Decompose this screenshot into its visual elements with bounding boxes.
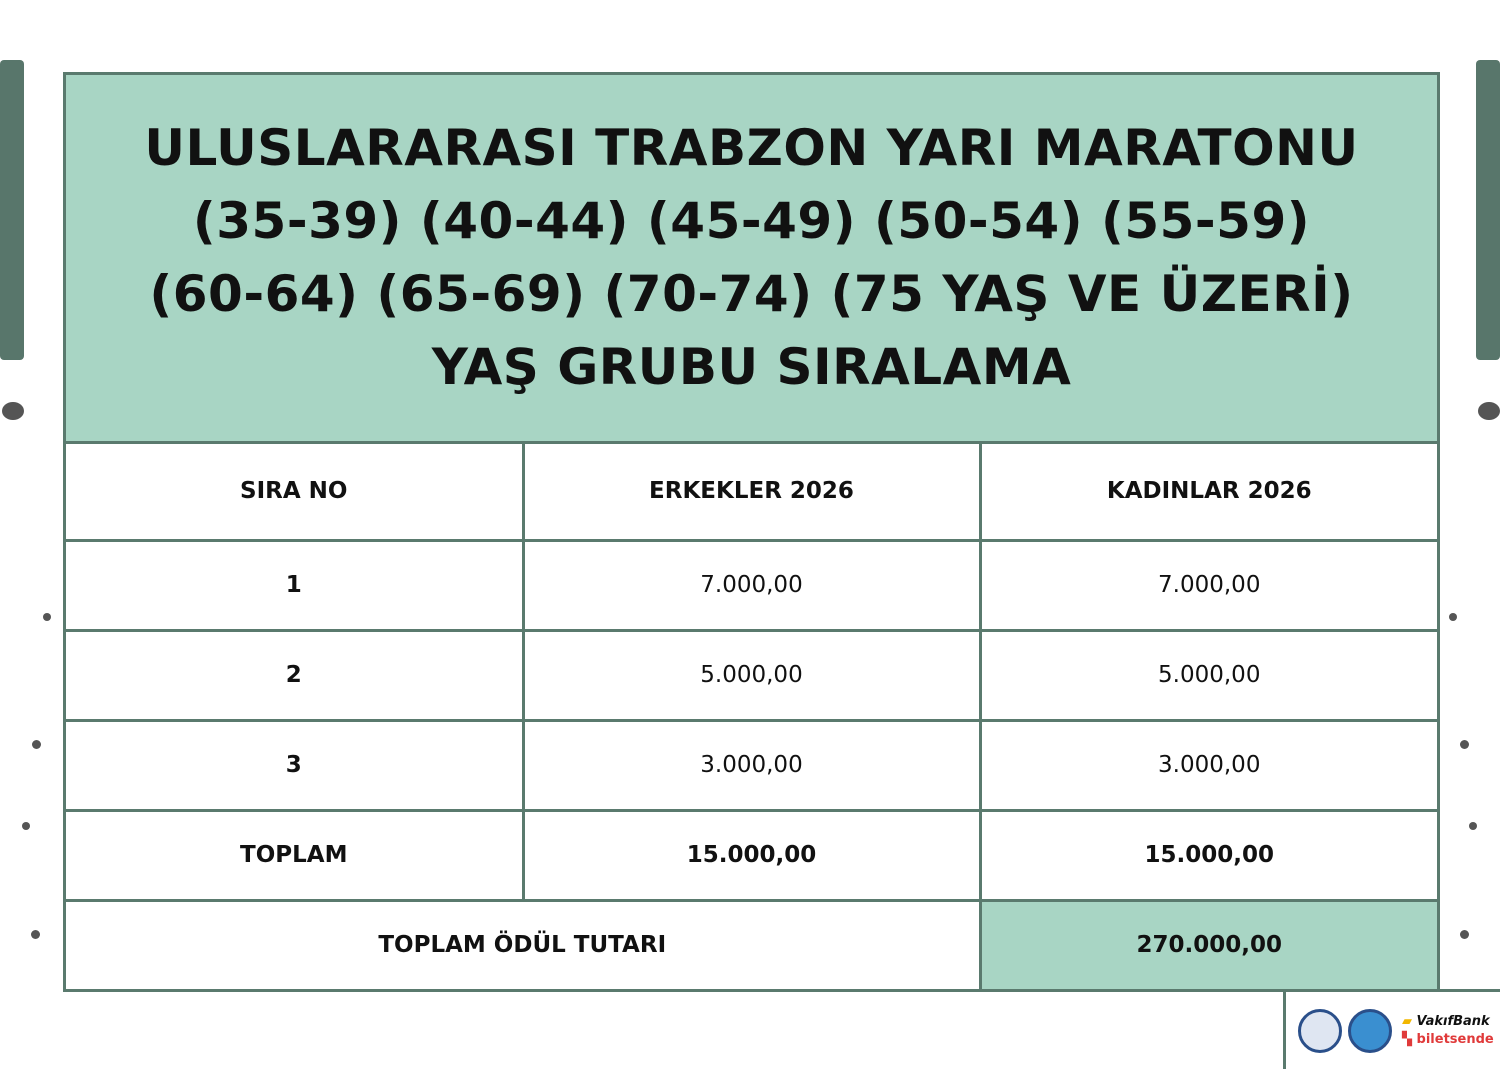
paint-splatter [22, 822, 30, 830]
rank-cell: 2 [66, 628, 525, 722]
prize-card: ULUSLARARASI TRABZON YARI MARATONU (35-3… [63, 72, 1440, 992]
metropolitan-municipality-logo [1348, 1008, 1392, 1053]
men-prize-cell: 3.000,00 [521, 718, 982, 812]
title-line: YAŞ GRUBU SIRALAMA [431, 338, 1072, 396]
title-line: ULUSLARARASI TRABZON YARI MARATONU [144, 119, 1359, 177]
vakifbank-logo: ▰ VakıfBank [1402, 1013, 1490, 1029]
paint-splatter [1478, 402, 1500, 420]
paint-splatter [1469, 822, 1477, 830]
women-prize-cell: 5.000,00 [978, 628, 1437, 722]
table-row: 3 3.000,00 3.000,00 [66, 718, 1437, 812]
grand-total-label: TOPLAM ÖDÜL TUTARI [66, 898, 982, 992]
header-kadinlar: KADINLAR 2026 [978, 444, 1437, 542]
paint-splatter [1460, 740, 1469, 749]
rank-cell: 3 [66, 718, 525, 812]
men-total: 15.000,00 [521, 808, 982, 902]
title-line: (60-64) (65-69) (70-74) (75 YAŞ VE ÜZERİ… [149, 265, 1354, 323]
sponsor-logos: ▰ VakıfBank ▚ biletsende [1283, 989, 1500, 1069]
men-prize-cell: 5.000,00 [521, 628, 982, 722]
page-title: ULUSLARARASI TRABZON YARI MARATONU (35-3… [66, 75, 1437, 444]
header-erkekler: ERKEKLER 2026 [521, 444, 982, 542]
paint-splatter [32, 740, 41, 749]
table-row: 2 5.000,00 5.000,00 [66, 628, 1437, 722]
paint-splatter [1449, 613, 1457, 621]
title-line: (35-39) (40-44) (45-49) (50-54) (55-59) [192, 192, 1311, 250]
grand-total-value: 270.000,00 [978, 898, 1437, 992]
paint-splatter [31, 930, 40, 939]
men-prize-cell: 7.000,00 [521, 538, 982, 632]
municipality-seal-logo [1298, 1008, 1342, 1053]
brush-stroke-right [1476, 60, 1500, 360]
women-total: 15.000,00 [978, 808, 1437, 902]
brush-stroke-left [0, 60, 24, 360]
total-label: TOPLAM [66, 808, 525, 902]
header-sira-no: SIRA NO [66, 444, 525, 542]
sponsor-brands: ▰ VakıfBank ▚ biletsende [1402, 1013, 1494, 1049]
biletsende-logo: ▚ biletsende [1402, 1031, 1494, 1047]
table-header-row: SIRA NO ERKEKLER 2026 KADINLAR 2026 [66, 444, 1437, 542]
rank-cell: 1 [66, 538, 525, 632]
total-row: TOPLAM 15.000,00 15.000,00 [66, 808, 1437, 902]
paint-splatter [2, 402, 24, 420]
paint-splatter [1460, 930, 1469, 939]
prize-table: SIRA NO ERKEKLER 2026 KADINLAR 2026 1 7.… [66, 444, 1437, 992]
grand-total-row: TOPLAM ÖDÜL TUTARI 270.000,00 [66, 898, 1437, 992]
table-row: 1 7.000,00 7.000,00 [66, 538, 1437, 632]
women-prize-cell: 3.000,00 [978, 718, 1437, 812]
paint-splatter [43, 613, 51, 621]
women-prize-cell: 7.000,00 [978, 538, 1437, 632]
